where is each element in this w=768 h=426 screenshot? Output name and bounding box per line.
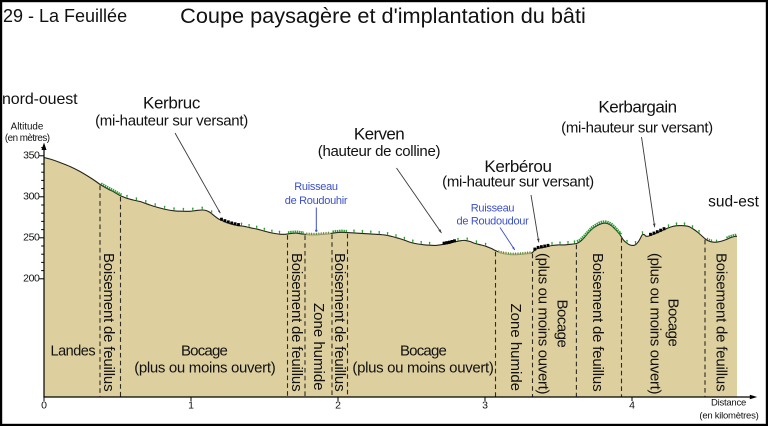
svg-text:350: 350 bbox=[23, 150, 40, 162]
svg-text:0: 0 bbox=[41, 400, 47, 412]
svg-text:de Roudouhir: de Roudouhir bbox=[285, 195, 348, 207]
svg-text:(plus ou moins ouvert): (plus ou moins ouvert) bbox=[134, 359, 275, 376]
svg-text:(en mètres): (en mètres) bbox=[5, 133, 50, 144]
svg-text:Boisement de feuillus: Boisement de feuillus bbox=[589, 253, 606, 391]
svg-text:200: 200 bbox=[23, 273, 40, 285]
svg-text:sud-est: sud-est bbox=[708, 193, 760, 210]
svg-text:Distance: Distance bbox=[711, 398, 746, 409]
svg-text:Landes: Landes bbox=[51, 344, 96, 360]
svg-text:Kerven: Kerven bbox=[354, 125, 404, 144]
svg-text:2: 2 bbox=[335, 400, 341, 412]
svg-text:Bocage: Bocage bbox=[181, 343, 228, 360]
svg-text:Ruisseau: Ruisseau bbox=[294, 181, 338, 193]
svg-text:(en kilomètres): (en kilomètres) bbox=[699, 411, 758, 422]
svg-text:de Roudoudour: de Roudoudour bbox=[457, 216, 530, 228]
svg-text:Zone humide: Zone humide bbox=[507, 304, 524, 392]
svg-text:(hauteur de colline): (hauteur de colline) bbox=[318, 143, 441, 160]
svg-text:250: 250 bbox=[23, 232, 40, 244]
svg-text:29 - La Feuillée: 29 - La Feuillée bbox=[3, 6, 127, 26]
svg-text:4: 4 bbox=[629, 400, 635, 412]
svg-text:1: 1 bbox=[188, 400, 194, 412]
svg-text:300: 300 bbox=[23, 191, 40, 203]
svg-text:Altitude: Altitude bbox=[11, 122, 44, 133]
svg-text:Kerbargain: Kerbargain bbox=[598, 98, 676, 117]
svg-text:(mi-hauteur sur versant): (mi-hauteur sur versant) bbox=[95, 113, 248, 130]
svg-text:(mi-hauteur sur versant): (mi-hauteur sur versant) bbox=[561, 119, 713, 136]
svg-text:Boisement de feuillus: Boisement de feuillus bbox=[100, 253, 117, 391]
svg-text:Boisement de feuillus: Boisement de feuillus bbox=[713, 253, 730, 391]
svg-text:3: 3 bbox=[482, 400, 488, 412]
svg-text:Zone humide: Zone humide bbox=[310, 303, 327, 391]
svg-text:(plus ou moins ouvert): (plus ou moins ouvert) bbox=[352, 359, 493, 376]
svg-text:(plus ou moins ouvert): (plus ou moins ouvert) bbox=[647, 253, 664, 394]
svg-text:(plus ou moins ouvert): (plus ou moins ouvert) bbox=[535, 253, 552, 394]
svg-text:Boisement de feuillus: Boisement de feuillus bbox=[288, 253, 305, 391]
svg-text:Bocage: Bocage bbox=[400, 343, 447, 360]
svg-text:nord-ouest: nord-ouest bbox=[2, 91, 78, 108]
svg-text:Coupe paysagère et d'implantat: Coupe paysagère et d'implantation du bât… bbox=[180, 3, 586, 28]
svg-text:Kerbruc: Kerbruc bbox=[143, 94, 201, 113]
svg-text:Kerbérou: Kerbérou bbox=[484, 157, 551, 176]
svg-text:Boisement de feuillus: Boisement de feuillus bbox=[331, 253, 348, 391]
svg-text:Ruisseau: Ruisseau bbox=[471, 203, 515, 215]
svg-text:(mi-hauteur sur versant): (mi-hauteur sur versant) bbox=[442, 174, 594, 191]
svg-text:Bocage: Bocage bbox=[554, 300, 571, 348]
svg-text:Bocage: Bocage bbox=[665, 299, 682, 347]
